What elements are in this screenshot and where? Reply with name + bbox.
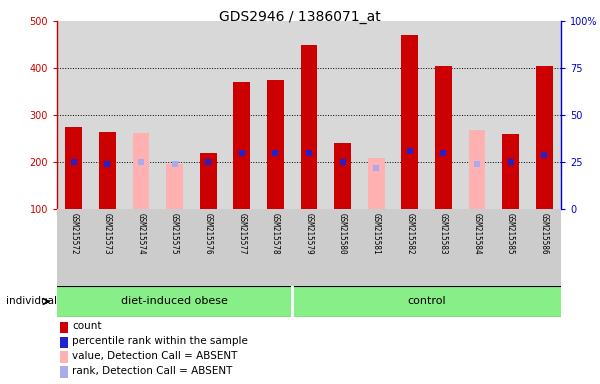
Bar xyxy=(233,82,250,209)
Bar xyxy=(368,157,385,209)
Text: GSM215583: GSM215583 xyxy=(439,213,448,255)
Text: GSM215573: GSM215573 xyxy=(103,213,112,255)
Text: diet-induced obese: diet-induced obese xyxy=(121,296,228,306)
Text: value, Detection Call = ABSENT: value, Detection Call = ABSENT xyxy=(72,351,238,361)
Bar xyxy=(99,132,116,209)
Text: GSM215578: GSM215578 xyxy=(271,213,280,255)
Text: GSM215580: GSM215580 xyxy=(338,213,347,255)
Text: GSM215574: GSM215574 xyxy=(137,213,146,255)
Text: GSM215572: GSM215572 xyxy=(70,213,78,255)
Text: GSM215575: GSM215575 xyxy=(170,213,179,255)
Text: count: count xyxy=(72,321,101,331)
Bar xyxy=(133,133,149,209)
Bar xyxy=(435,66,452,209)
Text: GSM215579: GSM215579 xyxy=(305,213,314,255)
Text: GSM215577: GSM215577 xyxy=(238,213,247,255)
Text: GSM215586: GSM215586 xyxy=(540,213,549,255)
Text: GSM215585: GSM215585 xyxy=(506,213,515,255)
Text: GDS2946 / 1386071_at: GDS2946 / 1386071_at xyxy=(219,10,381,23)
Bar xyxy=(301,45,317,209)
Bar xyxy=(469,130,485,209)
Text: GSM215584: GSM215584 xyxy=(473,213,482,255)
Text: percentile rank within the sample: percentile rank within the sample xyxy=(72,336,248,346)
Bar xyxy=(334,144,351,209)
Bar xyxy=(536,66,553,209)
Text: rank, Detection Call = ABSENT: rank, Detection Call = ABSENT xyxy=(72,366,232,376)
Bar xyxy=(200,153,217,209)
Bar xyxy=(401,35,418,209)
Bar xyxy=(267,80,284,209)
Text: control: control xyxy=(407,296,446,306)
Bar xyxy=(502,134,519,209)
Text: GSM215581: GSM215581 xyxy=(372,213,381,255)
Text: individual: individual xyxy=(6,296,57,306)
Text: GSM215576: GSM215576 xyxy=(204,213,212,255)
Text: GSM215582: GSM215582 xyxy=(406,213,415,255)
Bar xyxy=(65,127,82,209)
Bar xyxy=(166,164,183,209)
